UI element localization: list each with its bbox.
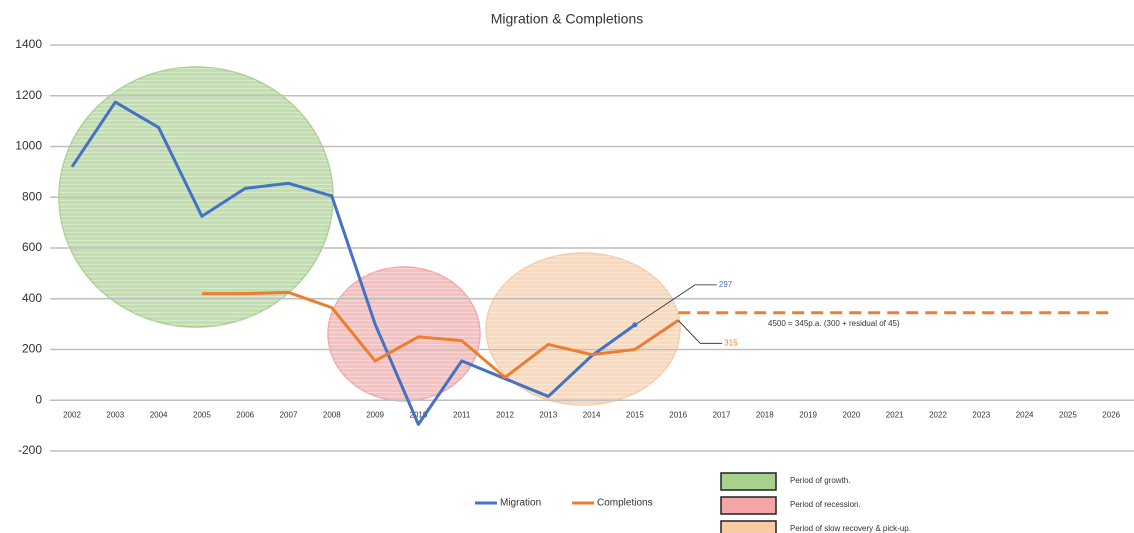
y-tick-label: 1000 bbox=[15, 139, 42, 153]
period-label: Period of recession. bbox=[790, 500, 861, 509]
period-hatch bbox=[486, 253, 680, 405]
x-tick-label: 2025 bbox=[1059, 410, 1077, 419]
y-tick-label: 0 bbox=[35, 392, 42, 406]
y-tick-label: 1400 bbox=[15, 37, 42, 51]
x-tick-label: 2020 bbox=[843, 410, 861, 419]
projection-label: 4500 = 345p.a. (300 + residual of 45) bbox=[768, 319, 900, 328]
x-tick-label: 2022 bbox=[929, 410, 947, 419]
x-tick-label: 2008 bbox=[323, 410, 341, 419]
x-tick-label: 2009 bbox=[366, 410, 384, 419]
chart-title: Migration & Completions bbox=[491, 11, 644, 27]
x-tick-label: 2005 bbox=[193, 410, 211, 419]
data-label: 297 bbox=[719, 280, 733, 289]
x-tick-label: 2003 bbox=[106, 410, 124, 419]
period-swatch bbox=[720, 496, 777, 515]
series-line bbox=[201, 290, 680, 379]
legend-label: Completions bbox=[597, 498, 653, 509]
period-hatch bbox=[328, 267, 480, 401]
x-tick-label: 2017 bbox=[713, 410, 731, 419]
callout-line bbox=[634, 284, 717, 326]
callout-line bbox=[677, 320, 723, 344]
period-swatch bbox=[720, 520, 777, 533]
y-tick-label: 600 bbox=[22, 240, 42, 254]
x-tick-label: 2004 bbox=[150, 410, 168, 419]
x-tick-label: 2023 bbox=[972, 410, 990, 419]
x-tick-label: 2016 bbox=[669, 410, 687, 419]
series-line bbox=[70, 100, 636, 426]
x-tick-label: 2013 bbox=[539, 410, 557, 419]
x-tick-label: 2014 bbox=[583, 410, 601, 419]
x-tick-label: 2011 bbox=[453, 410, 471, 419]
x-tick-label: 2002 bbox=[63, 410, 81, 419]
legend-label: Migration bbox=[500, 498, 541, 509]
x-tick-label: 2015 bbox=[626, 410, 644, 419]
x-tick-label: 2006 bbox=[236, 410, 254, 419]
data-label: 315 bbox=[724, 338, 738, 347]
y-tick-label: 200 bbox=[22, 342, 42, 356]
y-tick-label: 1200 bbox=[15, 88, 42, 102]
x-tick-label: 2019 bbox=[799, 410, 817, 419]
x-tick-label: 2012 bbox=[496, 410, 514, 419]
period-label: Period of slow recovery & pick-up. bbox=[790, 524, 911, 533]
x-tick-label: 2010 bbox=[410, 410, 428, 419]
x-tick-label: 2024 bbox=[1016, 410, 1034, 419]
x-tick-label: 2018 bbox=[756, 410, 774, 419]
y-tick-label: 400 bbox=[22, 291, 42, 305]
x-tick-label: 2007 bbox=[280, 410, 298, 419]
point-marker bbox=[632, 322, 638, 328]
x-tick-label: 2026 bbox=[1102, 410, 1120, 419]
period-label: Period of growth. bbox=[790, 476, 850, 485]
y-tick-label: -200 bbox=[18, 443, 42, 457]
x-tick-label: 2021 bbox=[886, 410, 904, 419]
period-swatch bbox=[720, 472, 777, 491]
y-tick-label: 800 bbox=[22, 189, 42, 203]
